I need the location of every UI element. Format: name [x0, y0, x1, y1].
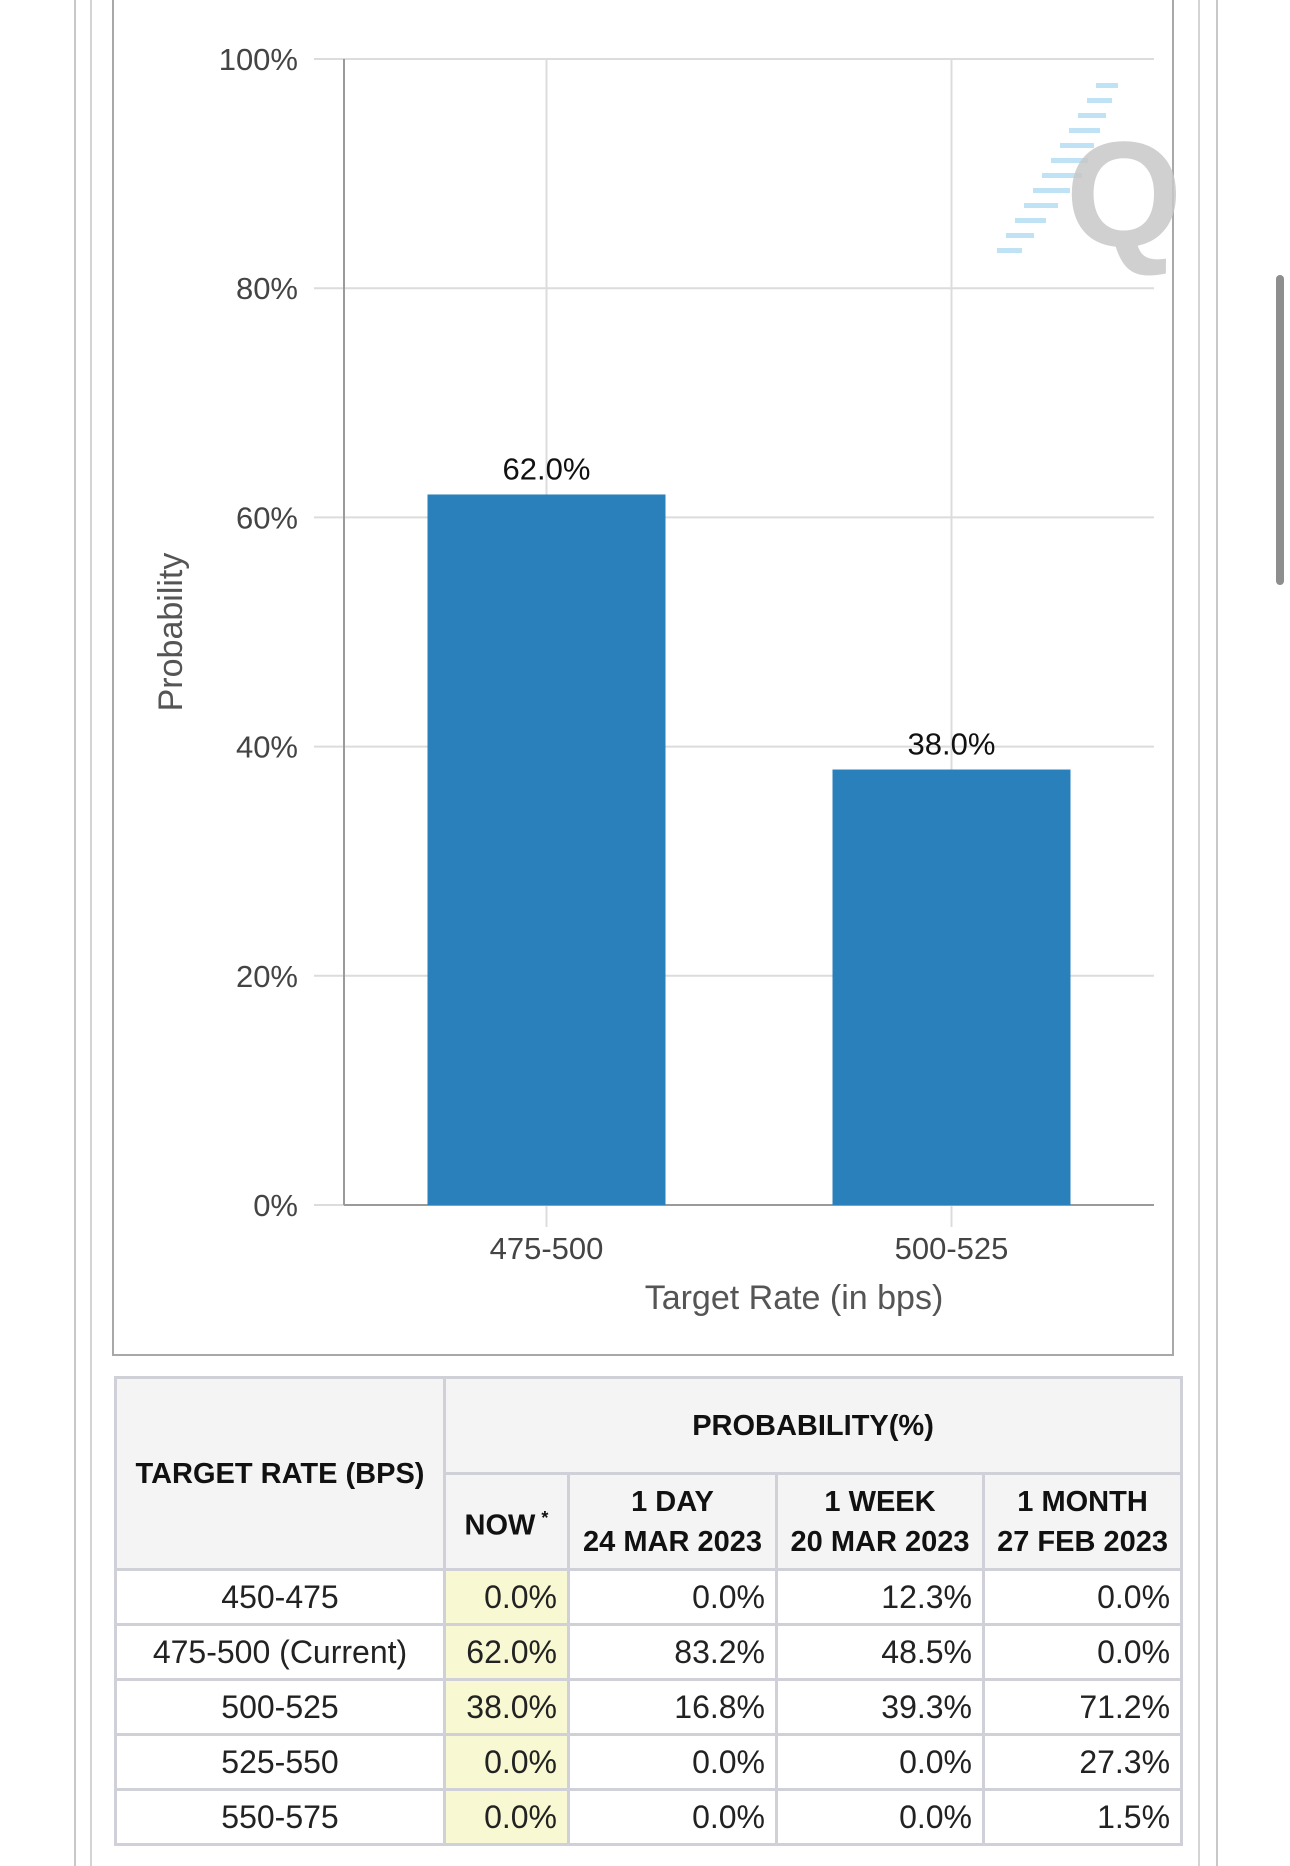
page-frame-left-inner — [90, 0, 92, 1866]
probability-cell: 27.3% — [981, 1733, 1184, 1791]
probability-bar-chart: 0% 20% 40% 60% 80% 100% Q 62.0% 475-500 38.0% 500-… — [152, 42, 1176, 1317]
column-header-label: NOW * — [464, 1507, 549, 1542]
y-tick-label: 0% — [253, 1188, 298, 1223]
table-row: 450-475 0.0% 0.0% 12.3% 0.0% — [114, 1568, 1184, 1626]
column-header-date: 24 MAR 2023 — [583, 1525, 762, 1558]
y-tick-label: 80% — [236, 271, 298, 306]
table-row: 525-550 0.0% 0.0% 0.0% 27.3% — [114, 1733, 1184, 1791]
x-axis-title: Target Rate (in bps) — [645, 1279, 944, 1317]
column-header-footnote-mark: * — [541, 1507, 549, 1528]
column-header-label: 1 DAY — [631, 1485, 714, 1518]
chart-panel: 0% 20% 40% 60% 80% 100% Q 62.0% 475-500 38.0% 500-… — [112, 0, 1176, 1356]
column-header: 1 WEEK 20 MAR 2023 — [775, 1472, 985, 1571]
target-rate-cell: 450-475 — [114, 1568, 446, 1626]
probability-cell: 0.0% — [775, 1733, 985, 1791]
watermark-logo-icon — [997, 83, 1118, 253]
probability-cell: 48.5% — [775, 1623, 985, 1681]
probability-cell: 1.5% — [981, 1788, 1184, 1846]
probability-cell: 16.8% — [567, 1678, 778, 1736]
probability-cell: 71.2% — [981, 1678, 1184, 1736]
x-tick-label: 500-525 — [895, 1231, 1009, 1266]
probability-cell: 0.0% — [981, 1623, 1184, 1681]
y-tick-label: 60% — [236, 500, 298, 535]
column-header-date: 27 FEB 2023 — [997, 1525, 1168, 1558]
probability-table: TARGET RATE (BPS) PROBABILITY(%) NOW * 1 D… — [114, 1376, 1184, 1846]
column-header: 1 DAY 24 MAR 2023 — [567, 1472, 778, 1571]
now-probability-cell: 0.0% — [443, 1733, 570, 1791]
table-row: 550-575 0.0% 0.0% 0.0% 1.5% — [114, 1788, 1184, 1846]
probability-cell: 0.0% — [981, 1568, 1184, 1626]
now-probability-cell: 62.0% — [443, 1623, 570, 1681]
scrollbar-thumb[interactable] — [1276, 275, 1284, 585]
now-probability-cell: 38.0% — [443, 1678, 570, 1736]
probability-cell: 0.0% — [567, 1568, 778, 1626]
page-frame-right — [1216, 0, 1218, 1866]
column-header-label: 1 WEEK — [824, 1485, 936, 1518]
probability-cell: 0.0% — [567, 1788, 778, 1846]
column-header: NOW * — [443, 1472, 570, 1571]
table-row: 500-525 38.0% 16.8% 39.3% 71.2% — [114, 1678, 1184, 1736]
bar-500-525 — [832, 769, 1071, 1205]
table-row: 475-500 (Current) 62.0% 83.2% 48.5% 0.0% — [114, 1623, 1184, 1681]
target-rate-cell: 475-500 (Current) — [114, 1623, 446, 1681]
probability-cell: 83.2% — [567, 1623, 778, 1681]
probability-cell: 0.0% — [567, 1733, 778, 1791]
page-frame-left — [74, 0, 76, 1866]
y-tick-label: 40% — [236, 730, 298, 765]
now-probability-cell: 0.0% — [443, 1788, 570, 1846]
page-frame-right-inner — [1198, 0, 1200, 1866]
watermark-letter: Q — [1066, 110, 1176, 278]
bar-value-label: 38.0% — [908, 727, 996, 762]
probability-header: PROBABILITY(%) — [442, 1376, 1184, 1475]
y-axis-title: Probability — [152, 553, 190, 712]
now-probability-cell: 0.0% — [443, 1568, 570, 1626]
target-rate-cell: 525-550 — [114, 1733, 446, 1791]
bar-475-500 — [427, 494, 666, 1206]
probability-cell: 39.3% — [775, 1678, 985, 1736]
target-rate-header: TARGET RATE (BPS) — [114, 1376, 446, 1571]
probability-cell: 0.0% — [775, 1788, 985, 1846]
probability-cell: 12.3% — [775, 1568, 985, 1626]
target-rate-cell: 550-575 — [114, 1788, 446, 1846]
bar-value-label: 62.0% — [503, 451, 591, 486]
column-header-label: 1 MONTH — [1017, 1485, 1148, 1518]
x-tick-label: 475-500 — [490, 1231, 604, 1266]
column-header: 1 MONTH 27 FEB 2023 — [981, 1472, 1184, 1571]
y-tick-label: 100% — [219, 42, 298, 77]
y-tick-label: 20% — [236, 959, 298, 994]
column-header-date: 20 MAR 2023 — [790, 1525, 970, 1558]
target-rate-cell: 500-525 — [114, 1678, 446, 1736]
